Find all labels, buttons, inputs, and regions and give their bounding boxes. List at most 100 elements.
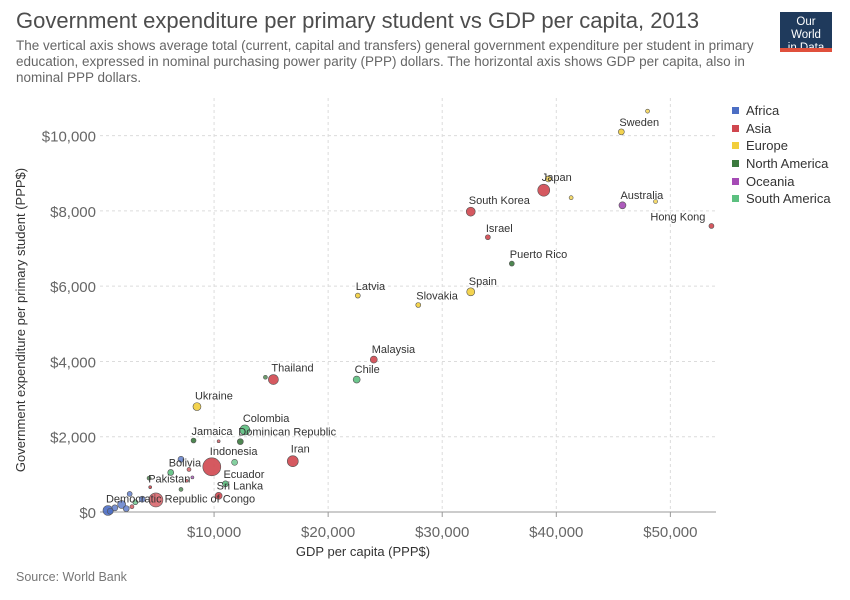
- point-label: Hong Kong: [650, 211, 705, 223]
- x-axis-label: GDP per capita (PPP$): [296, 544, 430, 559]
- data-point[interactable]: [369, 355, 378, 364]
- data-point[interactable]: [653, 199, 658, 204]
- legend-label: Oceania: [746, 173, 795, 189]
- logo-accent-bar: [780, 48, 832, 52]
- point-label: Chile: [355, 364, 380, 376]
- chart-subtitle: The vertical axis shows average total (c…: [16, 38, 754, 85]
- point-labels: Sweden Japan Australia Hong Kong South Korea…: [106, 117, 705, 506]
- y-tick-label: $6,000: [50, 279, 96, 296]
- legend-swatch: [732, 177, 739, 185]
- data-point[interactable]: [132, 499, 139, 506]
- y-axis-label: Government expenditure per primary stude…: [13, 168, 28, 472]
- data-point[interactable]: [645, 108, 650, 114]
- data-point[interactable]: [237, 438, 244, 445]
- data-point[interactable]: [618, 128, 625, 136]
- chart-legend: Africa Asia Europe North America Oceania Sout…: [732, 102, 831, 208]
- data-point[interactable]: [186, 467, 192, 472]
- data-point[interactable]: [222, 480, 229, 488]
- owid-logo[interactable]: Our World in Data: [780, 12, 832, 54]
- x-tick-label: $50,000: [643, 524, 697, 541]
- data-point[interactable]: [708, 223, 715, 229]
- data-point[interactable]: [148, 492, 164, 508]
- point-label: Thailand: [271, 363, 313, 375]
- point-label: Colombia: [243, 413, 290, 425]
- legend-label: South America: [746, 191, 831, 207]
- legend-item[interactable]: Oceania: [732, 172, 831, 190]
- data-point[interactable]: [190, 475, 195, 480]
- legend-swatch: [732, 195, 739, 203]
- y-tick-labels: $0 $2,000 $4,000 $6,000 $8,000 $10,000: [42, 129, 96, 522]
- legend-item[interactable]: Africa: [732, 102, 831, 120]
- x-tick-labels: $10,000 $20,000 $30,000 $40,000 $50,000: [187, 524, 698, 541]
- data-point[interactable]: [545, 175, 552, 183]
- x-tick-label: $10,000: [187, 524, 241, 541]
- data-point[interactable]: [268, 374, 279, 385]
- data-point[interactable]: [485, 234, 491, 241]
- data-point[interactable]: [415, 302, 422, 308]
- data-point[interactable]: [177, 456, 185, 463]
- point-label: Jamaica: [192, 426, 234, 438]
- y-tick-label: $4,000: [50, 354, 96, 371]
- point-label: Sri Lanka: [217, 480, 264, 492]
- data-point[interactable]: [146, 475, 152, 481]
- legend-item[interactable]: Asia: [732, 120, 831, 138]
- y-tick-label: $0: [79, 505, 96, 522]
- point-label: Dominican Republic: [238, 427, 336, 439]
- data-point[interactable]: [117, 500, 126, 509]
- source-note: Source: World Bank: [16, 570, 127, 584]
- point-label: Pakistan: [148, 474, 190, 486]
- data-point[interactable]: [192, 402, 202, 411]
- data-point[interactable]: [202, 457, 222, 477]
- data-point[interactable]: [148, 485, 152, 489]
- data-point[interactable]: [618, 201, 627, 210]
- point-label: Bolivia: [169, 457, 202, 469]
- legend-swatch: [732, 124, 739, 132]
- legend-item[interactable]: Europe: [732, 137, 831, 155]
- legend-swatch: [732, 160, 739, 168]
- data-point[interactable]: [537, 183, 551, 197]
- logo-line-1: Our World: [791, 16, 821, 41]
- legend-label: Africa: [746, 103, 780, 119]
- data-point[interactable]: [111, 504, 119, 512]
- data-point[interactable]: [239, 424, 251, 436]
- data-point[interactable]: [352, 375, 361, 384]
- data-point[interactable]: [568, 195, 574, 201]
- point-label: South Korea: [469, 195, 531, 207]
- data-point[interactable]: [509, 260, 515, 267]
- legend-item[interactable]: South America: [732, 190, 831, 208]
- legend-swatch: [732, 107, 739, 115]
- point-label: Latvia: [356, 281, 386, 293]
- data-point[interactable]: [190, 437, 197, 444]
- data-point[interactable]: [216, 439, 221, 444]
- data-point[interactable]: [122, 505, 130, 512]
- point-label: Democratic Republic of Congo: [106, 493, 255, 505]
- y-tick-label: $2,000: [50, 430, 96, 447]
- data-point[interactable]: [466, 287, 476, 297]
- data-point[interactable]: [178, 487, 184, 492]
- data-point[interactable]: [286, 455, 299, 467]
- legend-item[interactable]: North America: [732, 155, 831, 173]
- legend-label: North America: [746, 156, 829, 172]
- data-point[interactable]: [106, 507, 114, 515]
- point-label: Slovakia: [416, 291, 458, 303]
- data-point[interactable]: [138, 495, 146, 503]
- data-point[interactable]: [263, 374, 268, 380]
- data-point[interactable]: [465, 206, 476, 217]
- point-label: Ecuador: [223, 469, 264, 481]
- point-label: Malaysia: [372, 344, 416, 356]
- data-point[interactable]: [184, 478, 189, 483]
- data-point[interactable]: [167, 469, 175, 476]
- point-label: Ukraine: [195, 391, 233, 403]
- data-point[interactable]: [129, 504, 135, 510]
- x-tick-label: $40,000: [529, 524, 583, 541]
- y-tick-label: $8,000: [50, 204, 96, 221]
- data-point[interactable]: [126, 491, 133, 497]
- data-point[interactable]: [355, 292, 361, 299]
- x-tick-label: $20,000: [301, 524, 355, 541]
- point-label: Japan: [542, 172, 572, 184]
- data-point[interactable]: [231, 459, 238, 466]
- data-point[interactable]: [214, 492, 223, 500]
- legend-label: Asia: [746, 120, 772, 136]
- point-label: Spain: [469, 276, 497, 288]
